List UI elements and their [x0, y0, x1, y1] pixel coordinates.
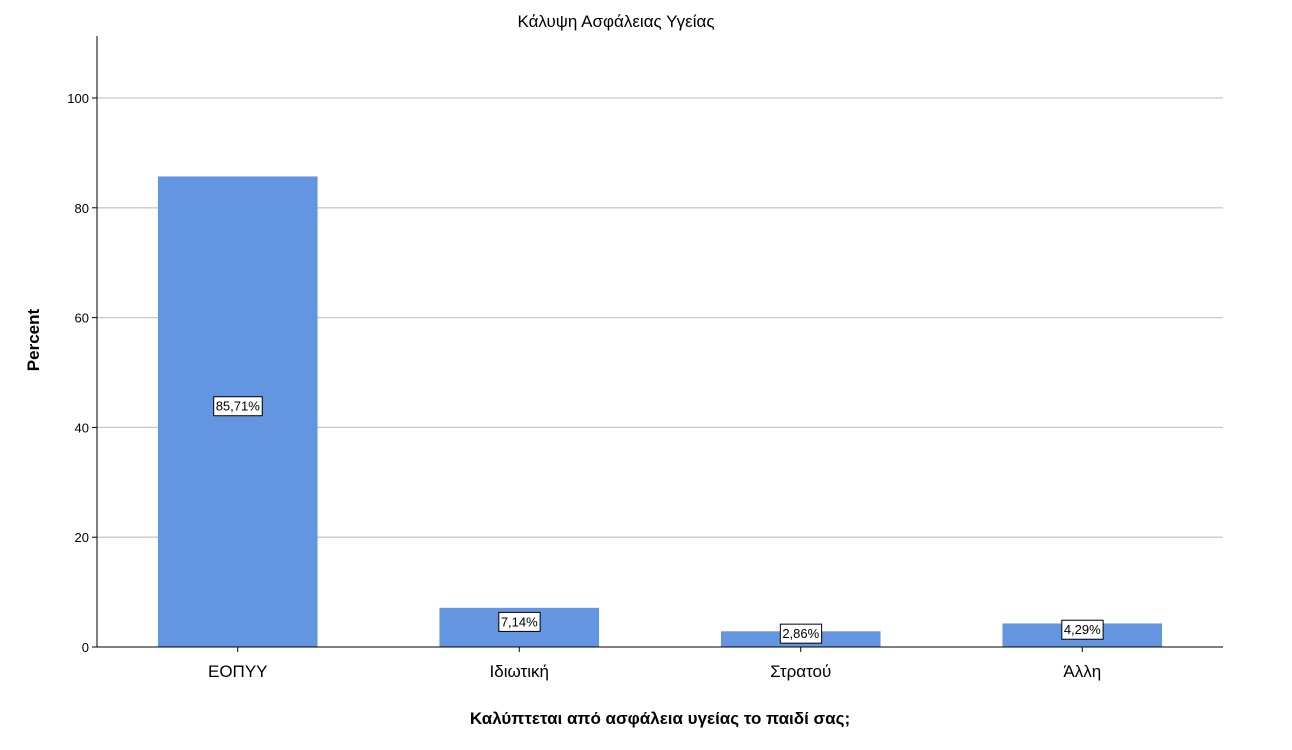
- data-label: 85,71%: [213, 396, 263, 417]
- y-tick-label: 40: [75, 420, 89, 435]
- data-label: 2,86%: [779, 623, 823, 644]
- x-tick-label: Στρατού: [770, 662, 831, 681]
- y-axis-ticks: 0 20 40 60 80 100: [67, 91, 97, 655]
- data-label-box: [1061, 619, 1104, 640]
- y-tick-label: 20: [75, 530, 89, 545]
- y-tick-label: 0: [82, 640, 89, 655]
- chart-title: Κάλυψη Ασφάλειας Υγείας: [517, 12, 714, 31]
- x-tick-label: ΕΟΠΥΥ: [208, 662, 268, 681]
- y-axis-title: Percent: [24, 308, 43, 371]
- y-tick-label: 60: [75, 311, 89, 326]
- data-label-text: 85,71%: [216, 399, 261, 414]
- data-label-text: 7,14%: [501, 614, 538, 629]
- y-tick-label: 80: [75, 201, 89, 216]
- data-label-box: [779, 623, 823, 644]
- data-label-text: 2,86%: [782, 626, 819, 641]
- bars: [157, 176, 1163, 648]
- data-label: 7,14%: [498, 611, 541, 632]
- data-labels: 85,71% 7,14% 2,86% 4,29%: [213, 396, 1104, 644]
- x-tick-label: Ιδιωτική: [490, 662, 549, 681]
- y-tick-label: 100: [67, 91, 89, 106]
- x-axis-title: Καλύπτεται από ασφάλεια υγείας το παιδί …: [470, 709, 850, 728]
- data-label-box: [498, 611, 541, 632]
- data-label: 4,29%: [1061, 619, 1104, 640]
- x-tick-label: Άλλη: [1063, 662, 1101, 681]
- data-label-box: [213, 396, 263, 417]
- data-label-text: 4,29%: [1064, 622, 1101, 637]
- x-axis-ticks: ΕΟΠΥΥ Ιδιωτική Στρατού Άλλη: [208, 647, 1101, 681]
